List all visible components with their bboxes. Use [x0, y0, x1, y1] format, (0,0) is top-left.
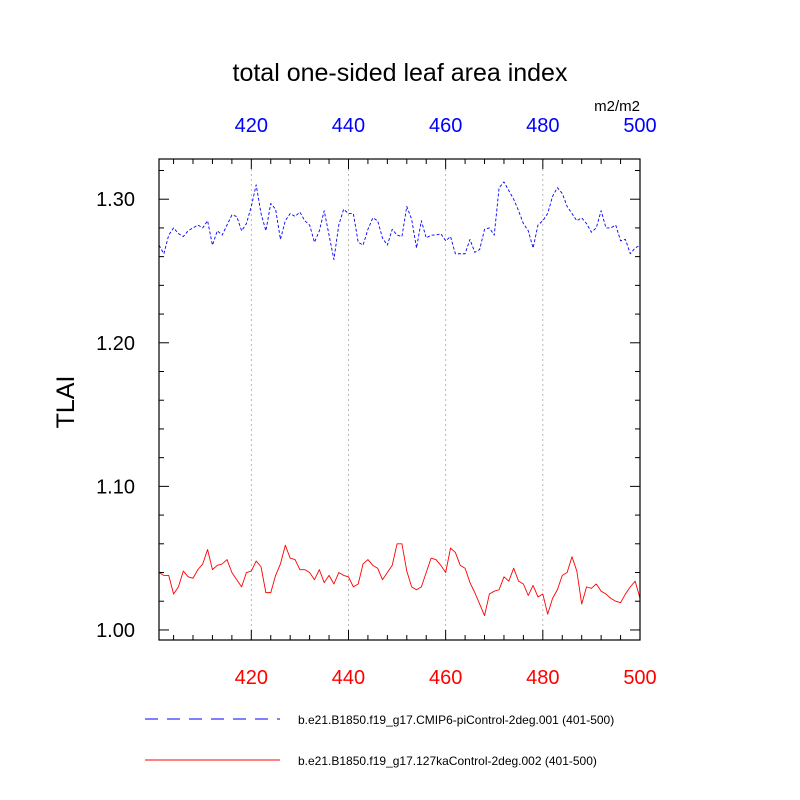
y-tick-label-1: 1.10 — [96, 476, 135, 498]
series-line-1 — [158, 543, 641, 617]
x-tick-label-bottom-500: 500 — [623, 667, 656, 689]
units-label: m2/m2 — [594, 98, 640, 115]
x-tick-label-top-420: 420 — [235, 115, 268, 137]
grid-lines — [250, 159, 544, 640]
y-tick-label-3: 1.30 — [96, 189, 135, 211]
x-tick-label-top-480: 480 — [526, 115, 559, 137]
legend: b.e21.B1850.f19_g17.CMIP6-piControl-2deg… — [145, 713, 614, 768]
series-lines — [158, 181, 641, 617]
y-tick-label-2: 1.20 — [96, 333, 135, 355]
y-axis-label: TLAI — [52, 376, 80, 429]
chart-title: total one-sided leaf area index — [233, 59, 568, 87]
axis-ticks — [159, 159, 641, 640]
x-tick-label-bottom-420: 420 — [235, 667, 268, 689]
series-line-0 — [158, 181, 641, 260]
legend-label-0: b.e21.B1850.f19_g17.CMIP6-piControl-2deg… — [298, 713, 614, 727]
x-tick-label-bottom-460: 460 — [429, 667, 462, 689]
x-tick-label-bottom-440: 440 — [332, 667, 365, 689]
y-tick-label-0: 1.00 — [96, 620, 135, 642]
legend-label-1: b.e21.B1850.f19_g17.127kaControl-2deg.00… — [298, 754, 597, 768]
plot-frame — [158, 158, 641, 641]
x-tick-label-top-460: 460 — [429, 115, 462, 137]
x-tick-label-bottom-480: 480 — [526, 667, 559, 689]
x-tick-label-top-500: 500 — [623, 115, 656, 137]
tick-labels: 420 420 440 440 460 460 480 480 500 500 1.00 1.10 1.… — [96, 115, 657, 689]
x-tick-label-top-440: 440 — [332, 115, 365, 137]
